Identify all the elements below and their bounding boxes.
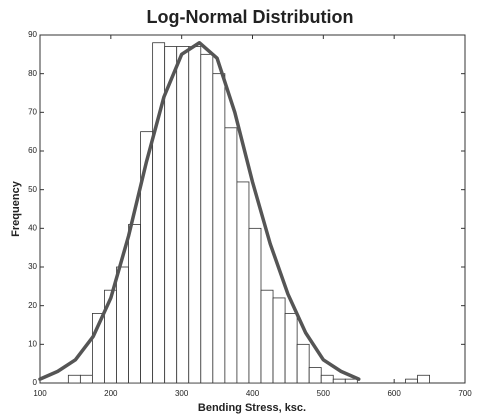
y-tick-label: 10 <box>28 339 37 348</box>
bar <box>405 378 418 384</box>
bar <box>116 266 129 384</box>
x-tick-label: 300 <box>175 389 189 398</box>
bar <box>272 297 286 384</box>
bar <box>200 53 214 384</box>
bar <box>79 374 93 384</box>
y-tick-label: 70 <box>28 107 37 116</box>
y-tick-label: 30 <box>28 262 37 271</box>
y-tick-label: 0 <box>33 378 38 387</box>
bar <box>188 46 202 384</box>
y-tick-label: 60 <box>28 146 37 155</box>
bar <box>284 312 298 384</box>
x-tick-label: 200 <box>104 389 118 398</box>
x-axis-label: Bending Stress, ksc. <box>198 402 306 414</box>
y-axis-label: Frequency <box>10 180 22 237</box>
bar <box>128 224 141 384</box>
x-tick-label: 600 <box>387 389 401 398</box>
bar <box>320 374 334 384</box>
x-tick-label: 400 <box>246 389 260 398</box>
x-tick-label: 100 <box>33 389 47 398</box>
bar <box>236 181 250 384</box>
y-tick-label: 90 <box>28 30 37 39</box>
bar <box>417 374 430 384</box>
bar <box>224 127 238 384</box>
bar <box>308 367 322 384</box>
y-tick-label: 80 <box>28 69 37 78</box>
bar <box>152 42 166 384</box>
x-tick-label: 700 <box>458 389 472 398</box>
bar <box>212 73 226 384</box>
y-tick-label: 40 <box>28 223 37 232</box>
chart-title: Log-Normal Distribution <box>147 7 354 27</box>
fit-curve <box>38 40 361 381</box>
bar <box>296 343 310 384</box>
bar <box>248 227 262 384</box>
bar <box>260 289 274 384</box>
bar <box>67 374 81 384</box>
bar <box>140 131 154 384</box>
bar <box>332 378 346 384</box>
bar <box>164 46 178 384</box>
bar <box>176 46 190 384</box>
bar <box>344 378 358 384</box>
y-tick-label: 20 <box>28 301 37 310</box>
y-tick-label: 50 <box>28 185 37 194</box>
x-tick-label: 500 <box>317 389 331 398</box>
